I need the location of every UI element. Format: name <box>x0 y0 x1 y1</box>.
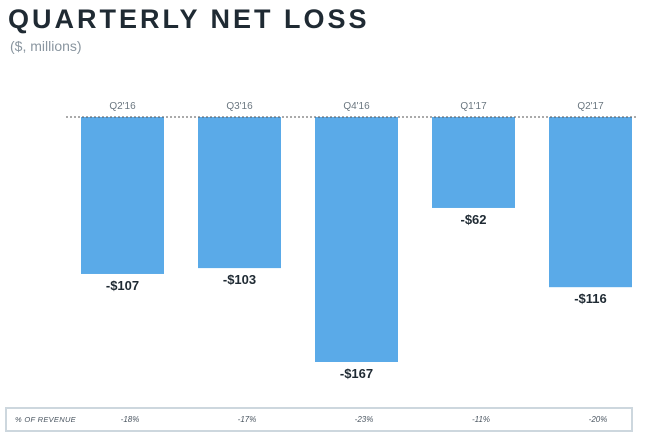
percent-of-revenue-value: -23% <box>354 415 374 424</box>
bar <box>198 117 281 269</box>
bar <box>315 117 398 362</box>
percent-of-revenue-value: -20% <box>588 415 608 424</box>
bar-value-label: -$167 <box>340 366 373 381</box>
bar-value-label: -$116 <box>574 291 607 306</box>
percent-of-revenue-value: -17% <box>237 415 257 424</box>
percent-of-revenue-value: -18% <box>120 415 140 424</box>
bar-value-label: -$103 <box>223 272 256 287</box>
bar-chart: Q2'16 -$107 Q3'16 -$103 Q4'16 -$167 Q1'17 -$62 Q… <box>66 101 637 381</box>
category-tick-label: Q2'17 <box>577 101 604 112</box>
bar-value-label: -$107 <box>106 278 139 293</box>
category-tick-label: Q3'16 <box>226 101 253 112</box>
category-tick-label: Q2'16 <box>109 101 136 112</box>
bar <box>549 117 632 288</box>
bar <box>81 117 164 274</box>
chart-subtitle: ($, millions) <box>10 38 82 54</box>
category-tick-label: Q4'16 <box>343 101 370 112</box>
percent-of-revenue-value: -11% <box>471 415 491 424</box>
category-tick-label: Q1'17 <box>460 101 487 112</box>
percent-of-revenue-row: % OF REVENUE -18% -17% -23% -11% -20% <box>5 407 633 432</box>
chart-title: QUARTERLY NET LOSS <box>8 4 370 34</box>
bar-value-label: -$62 <box>460 212 486 227</box>
bar <box>432 117 515 208</box>
percent-of-revenue-label: % OF REVENUE <box>15 415 76 424</box>
